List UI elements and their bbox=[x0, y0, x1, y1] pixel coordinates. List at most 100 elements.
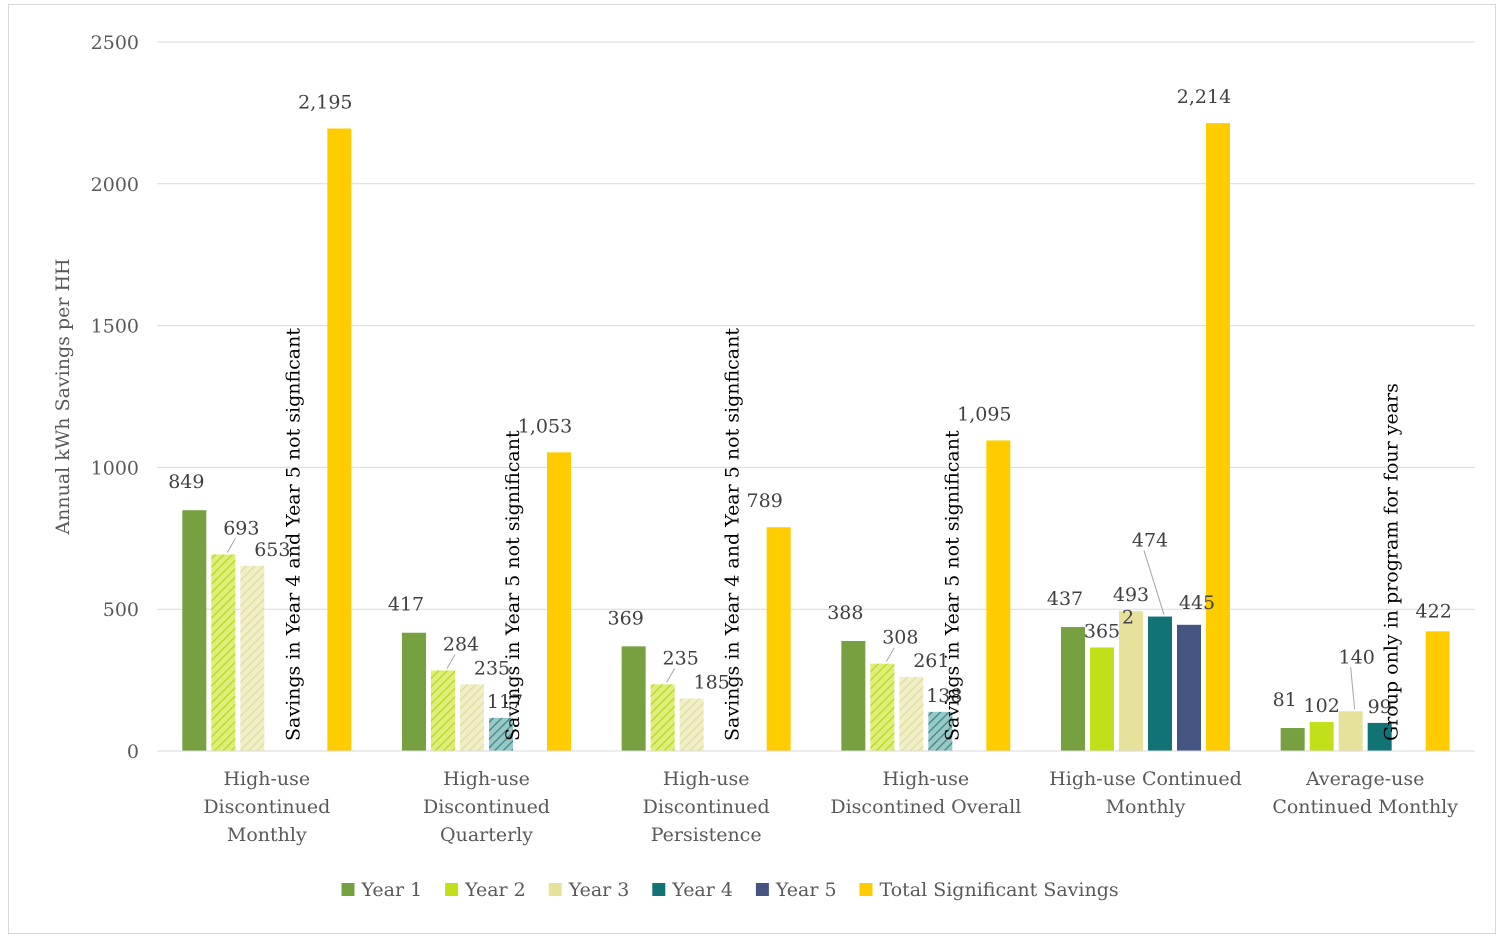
legend-label: Year 2 bbox=[464, 879, 526, 901]
bar-year-1 bbox=[621, 646, 646, 751]
bar-total-significant-savings bbox=[986, 440, 1011, 751]
legend-label: Year 1 bbox=[361, 879, 423, 901]
legend-swatch bbox=[341, 883, 355, 896]
significance-note: Group only in program for four years bbox=[1381, 383, 1403, 741]
data-label: 117 bbox=[487, 691, 523, 713]
bar-year-3 bbox=[1119, 611, 1143, 751]
data-label: 369 bbox=[608, 607, 644, 629]
legend-swatch bbox=[445, 883, 459, 896]
savings-bar-chart: 8496936532,1954172842351171,053369235185… bbox=[52, 32, 1475, 901]
data-label: 474 bbox=[1132, 530, 1168, 552]
x-category-label: Persistence bbox=[651, 824, 762, 846]
bar-year-1 bbox=[1280, 728, 1305, 751]
data-label: 417 bbox=[388, 594, 424, 616]
data-label: 102 bbox=[1304, 695, 1340, 717]
data-label: 284 bbox=[443, 633, 479, 655]
y-tick-label: 2500 bbox=[91, 32, 139, 54]
significance-note: Savings in Year 4 and Year 5 not signfic… bbox=[282, 328, 304, 741]
x-category-label: Discontined Overall bbox=[830, 796, 1021, 818]
bar-year-4 bbox=[928, 711, 953, 751]
x-category-label: Quarterly bbox=[440, 824, 533, 846]
bar-year-1 bbox=[1061, 627, 1085, 751]
leader-line bbox=[885, 647, 895, 662]
data-label: 185 bbox=[694, 672, 730, 694]
leader-line bbox=[226, 538, 236, 553]
y-tick-label: 1500 bbox=[91, 316, 139, 338]
x-category-label: Monthly bbox=[227, 824, 307, 846]
x-category-label: Discontinued bbox=[643, 796, 770, 818]
bar-year-3 bbox=[1338, 711, 1363, 751]
data-label: 235 bbox=[663, 647, 699, 669]
bar-year-3 bbox=[240, 565, 265, 751]
data-label: 81 bbox=[1273, 689, 1297, 711]
legend-label: Year 4 bbox=[671, 879, 733, 901]
x-category-label: Monthly bbox=[1106, 796, 1186, 818]
significance-note: Savings in Year 5 not significant bbox=[502, 430, 524, 741]
data-label: 445 bbox=[1179, 592, 1215, 614]
y-axis-title: Annual kWh Savings per HH bbox=[52, 258, 74, 535]
data-label: 235 bbox=[474, 657, 510, 679]
leader-line bbox=[1143, 550, 1165, 615]
x-category-label: Discontinued bbox=[423, 796, 550, 818]
x-category-label: Average-use bbox=[1305, 768, 1424, 790]
data-label: 422 bbox=[1416, 600, 1452, 622]
bar-year-5 bbox=[1177, 624, 1201, 751]
x-category-label: High-use bbox=[882, 768, 969, 790]
data-label: 138 bbox=[926, 685, 962, 707]
legend-swatch bbox=[859, 883, 873, 896]
bar-year-2 bbox=[870, 663, 895, 751]
x-category-label: High-use bbox=[443, 768, 530, 790]
legend-label: Year 3 bbox=[568, 879, 630, 901]
x-category-label: Discontinued bbox=[203, 796, 330, 818]
leader-line bbox=[666, 668, 676, 683]
leader-line bbox=[1350, 667, 1356, 710]
x-category-label: High-use Continued bbox=[1049, 768, 1242, 790]
data-label: 261 bbox=[913, 650, 949, 672]
bar-total-significant-savings bbox=[547, 452, 571, 751]
bar-year-3 bbox=[460, 684, 484, 751]
data-label: 1,053 bbox=[518, 415, 572, 437]
bar-year-2 bbox=[431, 670, 455, 751]
legend-label: Total Significant Savings bbox=[880, 879, 1119, 901]
legend-swatch bbox=[755, 883, 769, 896]
legend-label: Year 5 bbox=[775, 879, 837, 901]
bar-year-2 bbox=[1309, 722, 1334, 751]
x-category-label: High-use bbox=[663, 768, 750, 790]
bar-total-significant-savings bbox=[1425, 631, 1450, 751]
bar-year-1 bbox=[841, 640, 866, 751]
data-label: 789 bbox=[747, 490, 783, 512]
significance-note: Savings in Year 5 not significant bbox=[941, 430, 963, 741]
data-label: 365 bbox=[1084, 620, 1120, 642]
leader-line bbox=[446, 654, 456, 669]
y-tick-label: 2000 bbox=[91, 174, 139, 196]
data-label: 437 bbox=[1047, 588, 1083, 610]
data-label: 308 bbox=[882, 627, 918, 649]
bar-year-2 bbox=[650, 684, 675, 751]
bar-year-4 bbox=[1367, 722, 1392, 751]
bar-year-1 bbox=[402, 632, 426, 751]
y-tick-label: 500 bbox=[103, 599, 139, 621]
data-label: 849 bbox=[168, 471, 204, 493]
data-label: 2,195 bbox=[298, 91, 352, 113]
data-label: 493 bbox=[1113, 584, 1149, 606]
significance-note: Savings in Year 4 and Year 5 not signfic… bbox=[722, 328, 744, 741]
data-label: 2,214 bbox=[1177, 86, 1231, 108]
bar-year-4 bbox=[489, 717, 513, 751]
bar-year-3 bbox=[679, 698, 704, 751]
data-label: 99 bbox=[1368, 696, 1392, 718]
bar-year-3 bbox=[899, 676, 924, 751]
x-category-label: Continued Monthly bbox=[1272, 796, 1458, 818]
data-label: 1,095 bbox=[957, 403, 1011, 425]
bar-total-significant-savings bbox=[766, 527, 791, 751]
x-category-label: High-use bbox=[223, 768, 310, 790]
y-tick-label: 1000 bbox=[91, 457, 139, 479]
data-label: 653 bbox=[254, 539, 290, 561]
legend-swatch bbox=[548, 883, 562, 896]
legend-swatch bbox=[652, 883, 666, 896]
data-label: 140 bbox=[1339, 646, 1375, 668]
y-tick-label: 0 bbox=[127, 741, 139, 763]
bar-year-4 bbox=[1148, 616, 1172, 751]
data-label: 693 bbox=[223, 517, 259, 539]
footnote-superscript: 2 bbox=[1122, 606, 1134, 628]
bar-total-significant-savings bbox=[327, 128, 352, 752]
